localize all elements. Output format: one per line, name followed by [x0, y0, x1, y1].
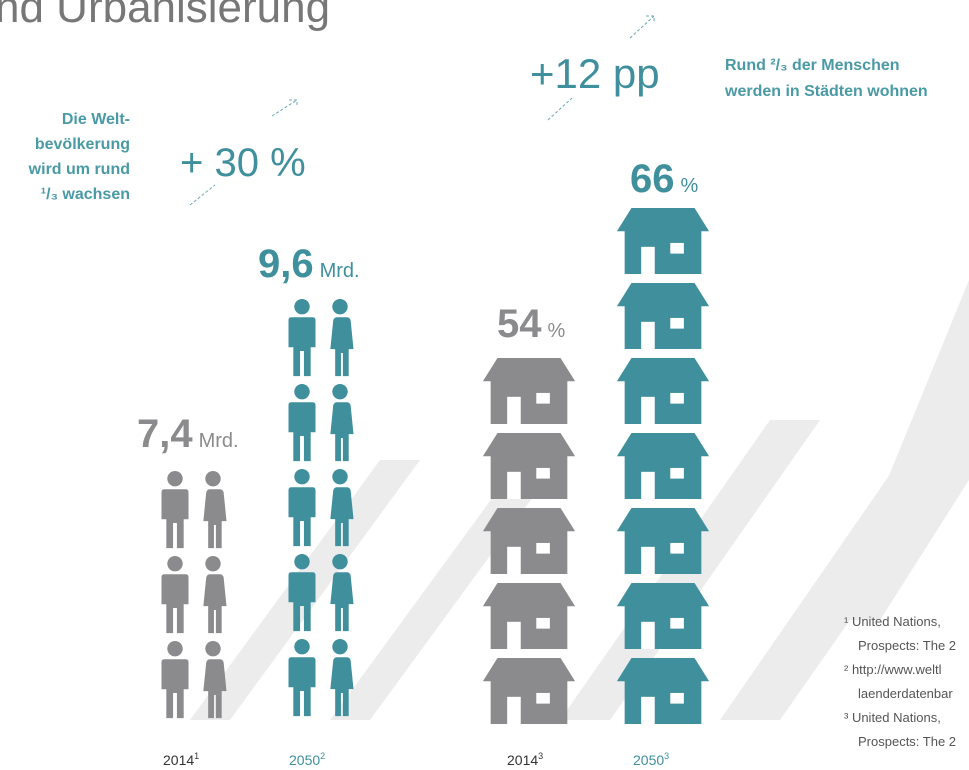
year: 2050: [633, 752, 664, 768]
note-line: werden in Städten wohnen: [724, 83, 928, 100]
pictograms: [161, 208, 710, 724]
year-label: 20503: [633, 751, 669, 768]
house-icon: [482, 658, 576, 724]
house-icon: [616, 433, 710, 499]
person-icon: [203, 555, 227, 634]
house-icon: [616, 283, 710, 349]
value: 7,4: [137, 412, 193, 456]
house-icon: [482, 508, 576, 574]
footnote: Prospects: The 2: [858, 734, 956, 749]
note-line: Rund ²/₃ der Menschen: [725, 57, 900, 74]
person-icon: [330, 298, 354, 377]
person-icon: [288, 468, 316, 547]
value: 9,6: [258, 242, 314, 286]
house-icon: [482, 358, 576, 424]
house-icon: [616, 658, 710, 724]
footnote: Prospects: The 2: [858, 638, 956, 653]
house-icon: [482, 583, 576, 649]
footnote-ref: 3: [664, 751, 669, 761]
year: 2014: [163, 752, 194, 768]
arrow: [271, 99, 298, 117]
person-icon: [161, 470, 189, 549]
house-icon: [616, 358, 710, 424]
person-icon: [161, 555, 189, 634]
footnote: ¹ United Nations,: [844, 614, 941, 629]
arrow: [629, 15, 655, 39]
footnote-ref: 2: [320, 751, 325, 761]
person-icon: [288, 638, 316, 717]
year-label: 20502: [289, 751, 325, 768]
footnote: ³ United Nations,: [844, 710, 941, 725]
unit: Mrd.: [199, 430, 239, 452]
year-label: 20141: [163, 751, 199, 768]
person-icon: [203, 470, 227, 549]
person-icon: [330, 553, 354, 632]
unit: %: [681, 175, 699, 197]
footnote: laenderdatenbar: [858, 686, 953, 701]
year-label: 20143: [507, 751, 543, 768]
unit: Mrd.: [320, 260, 360, 282]
note-line: Die Welt-: [62, 111, 130, 128]
house-icon: [482, 433, 576, 499]
note-line: ¹/₃ wachsen: [41, 186, 130, 203]
footnote: ² http://www.weltl: [844, 662, 942, 677]
person-icon: [288, 298, 316, 377]
house-icon: [616, 208, 710, 274]
arrow: [547, 97, 573, 121]
person-icon: [161, 640, 189, 719]
value-label: 54%: [497, 302, 566, 346]
year: 2050: [289, 752, 320, 768]
title: nd Urbanisierung: [0, 0, 330, 32]
year: 2014: [507, 752, 538, 768]
note-line: wird um rund: [28, 161, 130, 178]
value: 54: [497, 302, 542, 346]
house-icon: [616, 508, 710, 574]
value-label: 9,6 Mrd.: [258, 242, 360, 286]
value: 66: [630, 157, 675, 201]
footnote-ref: 3: [538, 751, 543, 761]
value-label: 66%: [630, 157, 699, 201]
unit: %: [548, 320, 566, 342]
footnote-ref: 1: [194, 751, 199, 761]
person-icon: [330, 383, 354, 462]
arrow: [189, 184, 216, 206]
value-label: 7,4 Mrd.: [137, 412, 239, 456]
person-icon: [288, 383, 316, 462]
change-label: + 30 %: [180, 141, 306, 185]
house-icon: [616, 583, 710, 649]
change-label: +12 pp: [530, 50, 660, 97]
note-line: bevölkerung: [35, 136, 130, 153]
